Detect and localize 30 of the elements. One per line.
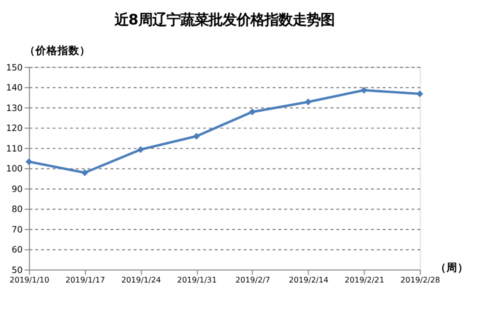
x-tick-label: 2019/2/14 [288, 276, 328, 285]
point [137, 146, 144, 153]
y-tick-label: 110 [6, 144, 23, 154]
y-tick-label: 120 [6, 124, 23, 134]
y-tick-label: 80 [12, 205, 23, 216]
point [81, 169, 88, 176]
y-tick-label: 100 [6, 164, 23, 175]
y-tick-label: 70 [12, 225, 23, 236]
point [193, 132, 200, 140]
y-tick-label: 60 [12, 246, 23, 256]
chart-title: 近8周辽宁蔬菜批发价格指数走势图 [113, 11, 334, 28]
point [360, 86, 368, 94]
y-tick-label: 90 [12, 184, 23, 195]
point [416, 90, 424, 98]
y-axis-title: （价格指数） [24, 44, 91, 57]
x-tick-label: 2019/2/21 [344, 276, 384, 285]
point [248, 108, 256, 116]
point [304, 98, 312, 106]
x-tick-label: 2019/1/10 [10, 276, 50, 285]
x-tick-label: 2019/2/7 [235, 276, 270, 285]
y-tick-label: 140 [6, 84, 23, 94]
y-tick-label: 130 [6, 104, 23, 114]
x-axis-title: （周） [436, 261, 469, 274]
x-tick-label: 2019/1/17 [65, 276, 106, 285]
x-tick-label: 2019/1/31 [177, 276, 217, 285]
point [26, 158, 32, 166]
y-tick-label: 50 [12, 266, 23, 276]
x-tick-label: 2019/2/28 [400, 276, 440, 285]
y-tick-label: 150 [6, 63, 23, 74]
x-tick-label: 2019/1/24 [121, 276, 161, 285]
